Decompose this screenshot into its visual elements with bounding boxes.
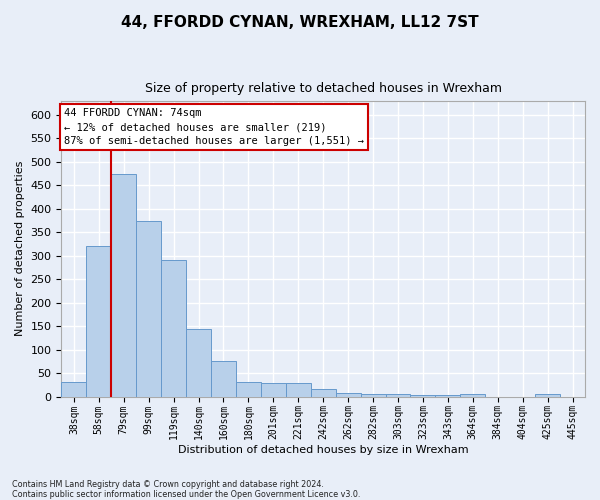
Bar	[261, 383, 286, 396]
Text: 44 FFORDD CYNAN: 74sqm
← 12% of detached houses are smaller (219)
87% of semi-de: 44 FFORDD CYNAN: 74sqm ← 12% of detached…	[64, 108, 364, 146]
Bar	[61, 382, 86, 396]
Y-axis label: Number of detached properties: Number of detached properties	[15, 161, 25, 336]
Bar	[186, 330, 211, 396]
Bar	[286, 384, 311, 396]
Bar	[335, 393, 361, 396]
Bar	[86, 246, 111, 396]
Bar	[386, 394, 410, 396]
Title: Size of property relative to detached houses in Wrexham: Size of property relative to detached ho…	[145, 82, 502, 96]
Bar	[410, 394, 436, 396]
Text: Contains HM Land Registry data © Crown copyright and database right 2024.
Contai: Contains HM Land Registry data © Crown c…	[12, 480, 361, 499]
Bar	[361, 394, 386, 396]
Bar	[136, 220, 161, 396]
Bar	[311, 389, 335, 396]
Bar	[460, 394, 485, 396]
Bar	[436, 394, 460, 396]
Bar	[161, 260, 186, 396]
Bar	[236, 382, 261, 396]
Text: 44, FFORDD CYNAN, WREXHAM, LL12 7ST: 44, FFORDD CYNAN, WREXHAM, LL12 7ST	[121, 15, 479, 30]
Bar	[535, 394, 560, 396]
Bar	[211, 361, 236, 396]
Bar	[111, 174, 136, 396]
X-axis label: Distribution of detached houses by size in Wrexham: Distribution of detached houses by size …	[178, 445, 469, 455]
